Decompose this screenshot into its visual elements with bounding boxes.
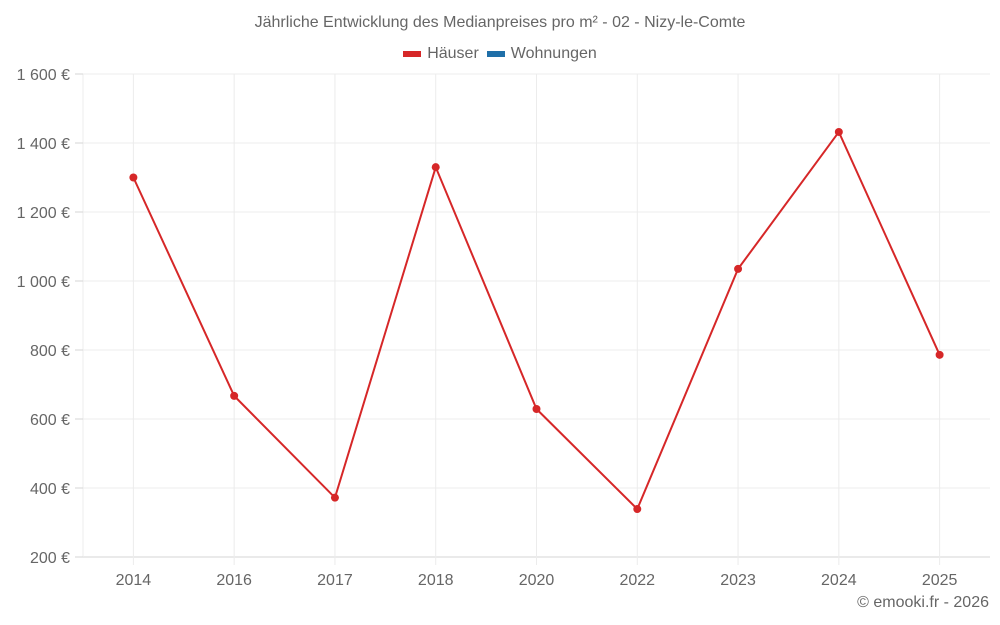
legend: Häuser Wohnungen — [0, 45, 1000, 63]
x-tick-label: 2024 — [821, 572, 857, 589]
data-point[interactable] — [330, 493, 339, 502]
y-tick-label: 400 € — [30, 481, 70, 498]
x-tick-label: 2018 — [418, 572, 454, 589]
data-point[interactable] — [734, 264, 743, 273]
y-tick-label: 1 000 € — [17, 274, 70, 291]
x-tick-label: 2014 — [116, 572, 152, 589]
data-point[interactable] — [532, 404, 541, 413]
y-tick-label: 200 € — [30, 550, 70, 567]
credit: © emooki.fr - 2026 — [857, 594, 989, 611]
grid — [82, 73, 990, 565]
y-axis: 200 € 400 € 600 € 800 € 1 000 € 1 200 € 1 400 … — [17, 67, 83, 567]
x-tick-label: 2023 — [720, 572, 756, 589]
data-point[interactable] — [935, 350, 944, 359]
legend-label-wohnungen: Wohnungen — [510, 45, 597, 62]
legend-swatch-wohnungen-icon — [486, 51, 505, 57]
legend-item-wohnungen[interactable]: Wohnungen — [486, 45, 597, 63]
y-tick-label: 600 € — [30, 412, 70, 429]
series-haeuser — [129, 127, 944, 514]
legend-label-haeuser: Häuser — [427, 45, 479, 62]
chart-title: Jährliche Entwicklung des Medianpreises … — [254, 14, 746, 31]
legend-swatch-haeuser-icon — [403, 51, 422, 57]
x-tick-label: 2017 — [317, 572, 353, 589]
x-tick-label: 2016 — [216, 572, 252, 589]
data-point[interactable] — [633, 505, 642, 514]
x-tick-label: 2020 — [519, 572, 555, 589]
y-tick-label: 800 € — [30, 343, 70, 360]
y-tick-label: 1 600 € — [17, 67, 70, 84]
x-tick-label: 2022 — [619, 572, 655, 589]
data-point[interactable] — [230, 391, 239, 400]
data-point[interactable] — [834, 127, 843, 136]
x-axis: 2014 2016 2017 2018 2020 2022 2023 2024 2025 — [116, 572, 958, 589]
data-point[interactable] — [129, 173, 138, 182]
y-tick-label: 1 200 € — [17, 205, 70, 222]
x-tick-label: 2025 — [922, 572, 958, 589]
y-tick-label: 1 400 € — [17, 136, 70, 153]
legend-item-haeuser[interactable]: Häuser — [403, 45, 479, 63]
data-point[interactable] — [431, 163, 440, 172]
